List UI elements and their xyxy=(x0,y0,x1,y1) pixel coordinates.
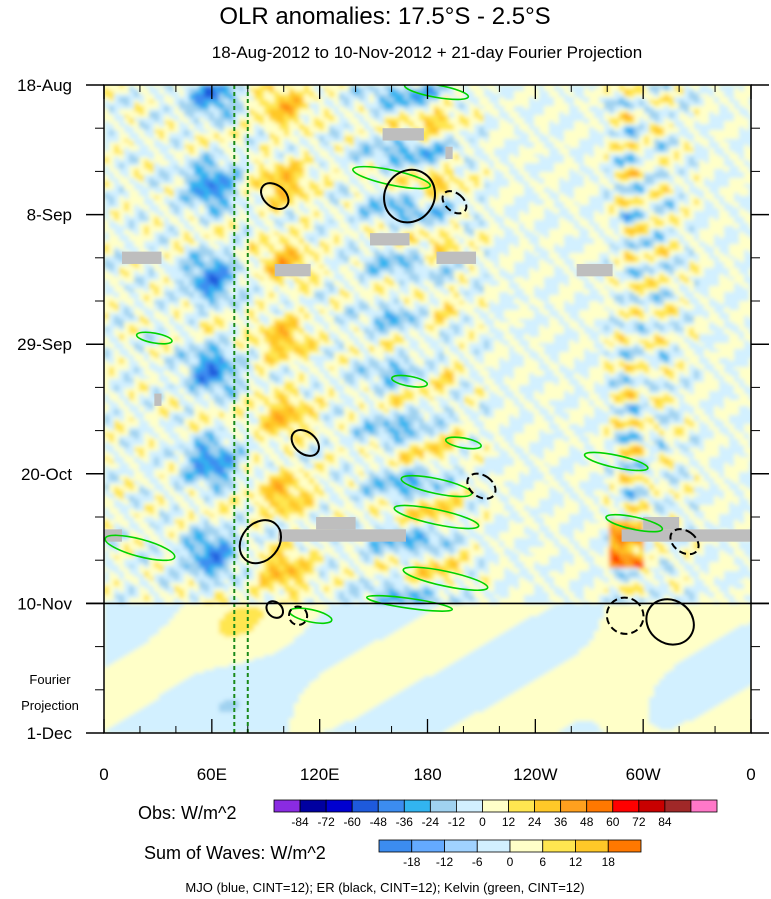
plot-area xyxy=(103,79,755,733)
chart-subtitle: 18-Aug-2012 to 10-Nov-2012 + 21-day Four… xyxy=(212,43,642,62)
chart-title: OLR anomalies: 17.5°S - 2.5°S xyxy=(219,3,550,30)
olr-anomaly-field xyxy=(104,85,755,734)
